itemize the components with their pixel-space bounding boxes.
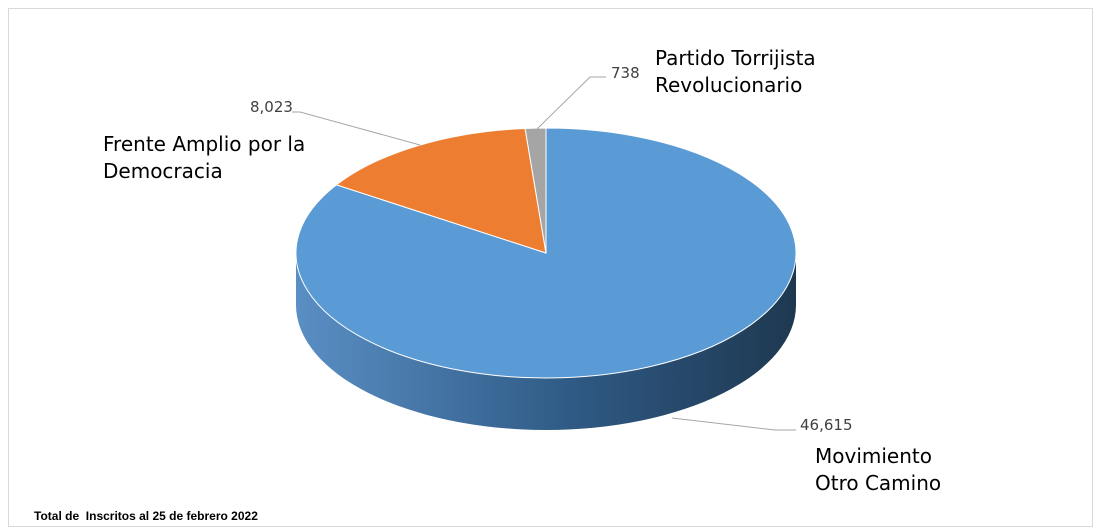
category-label: Partido Torrijista Revolucionario [655, 46, 816, 97]
category-label: Frente Amplio por la Democracia [103, 132, 306, 183]
leader-line [292, 111, 421, 146]
leader-line [536, 76, 606, 130]
data-label: 738 [611, 64, 640, 82]
category-label: Movimiento Otro Camino [815, 444, 942, 495]
data-label: 8,023 [250, 98, 293, 116]
leader-line [671, 417, 796, 431]
slice-side [296, 253, 796, 430]
chart-border [8, 8, 1093, 527]
slice [335, 127, 547, 254]
data-label: 46,615 [800, 416, 853, 434]
note: Total de Inscritos al 25 de febrero 2022 [34, 509, 258, 523]
slice [524, 127, 547, 254]
